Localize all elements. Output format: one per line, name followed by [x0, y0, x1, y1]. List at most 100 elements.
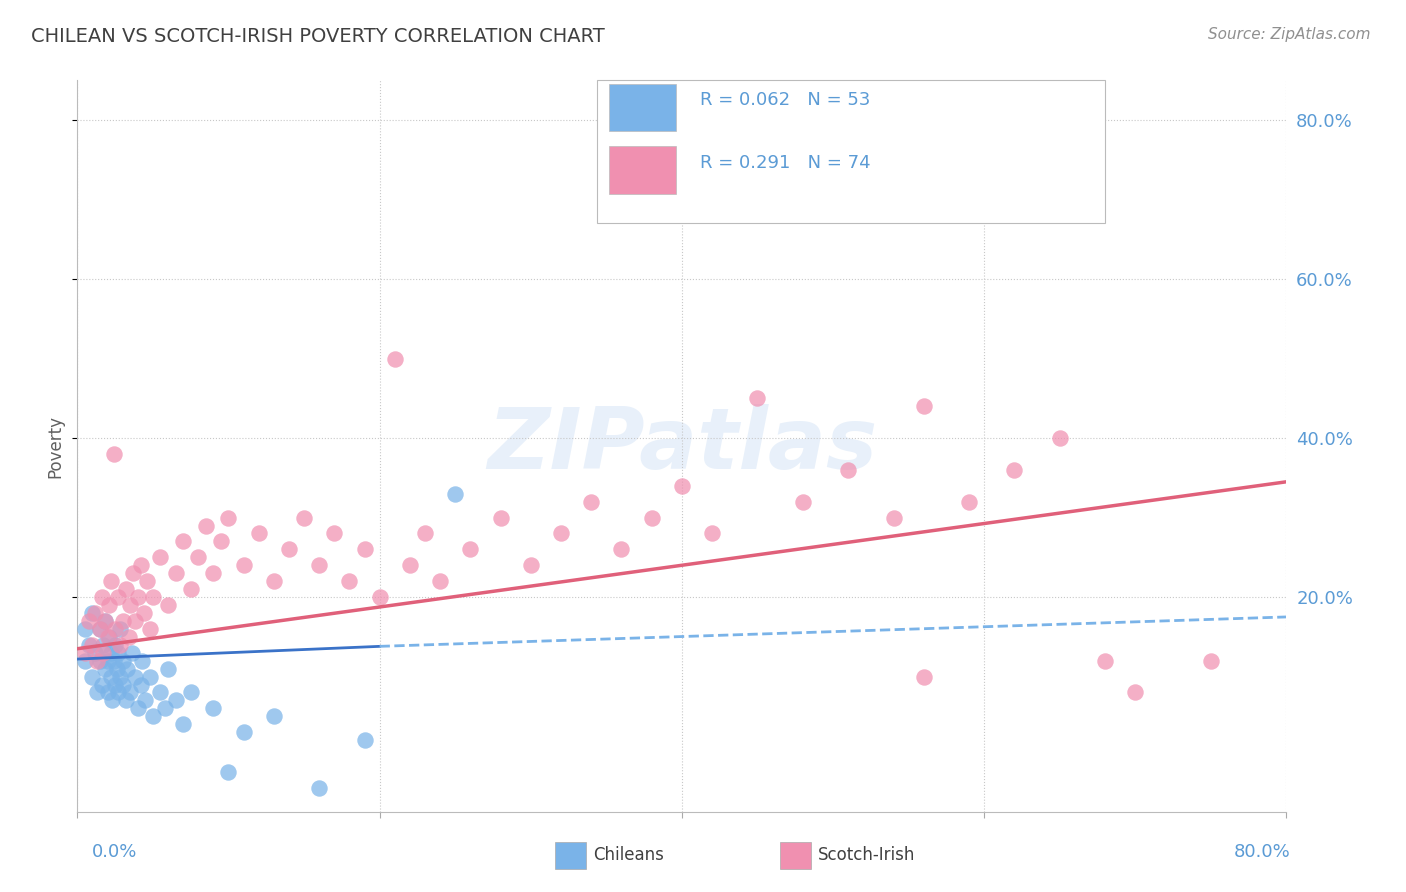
Text: 0.0%: 0.0% [91, 843, 136, 861]
Bar [609, 84, 676, 131]
FancyBboxPatch shape [598, 80, 1105, 223]
Point [82, 669, 104, 683]
Point [337, 574, 360, 589]
Point [323, 526, 346, 541]
Point [837, 463, 859, 477]
Point [172, 534, 194, 549]
Point [165, 566, 187, 581]
Point [93, 662, 115, 676]
Point [581, 494, 603, 508]
Point [98, 630, 121, 644]
Point [489, 510, 512, 524]
Point [139, 669, 162, 683]
Point [104, 622, 127, 636]
Point [100, 574, 122, 589]
Point [384, 351, 406, 366]
Point [111, 654, 134, 668]
Point [105, 662, 128, 676]
Point [172, 717, 194, 731]
Point [121, 646, 143, 660]
Point [157, 662, 180, 676]
Point [353, 542, 375, 557]
Point [458, 542, 481, 557]
Point [202, 701, 225, 715]
Point [82, 606, 104, 620]
Point [89, 654, 111, 668]
Point [209, 534, 232, 549]
Point [111, 614, 134, 628]
Point [883, 510, 905, 524]
Point [101, 693, 124, 707]
Text: Chileans: Chileans [593, 847, 664, 864]
Point [122, 566, 145, 581]
Point [108, 638, 131, 652]
Point [86, 654, 108, 668]
Point [247, 526, 270, 541]
Text: ZIPatlas: ZIPatlas [486, 404, 877, 488]
Point [129, 558, 152, 573]
Point [792, 494, 814, 508]
Point [127, 590, 149, 604]
Point [218, 764, 240, 779]
Point [73, 654, 96, 668]
Point [292, 510, 315, 524]
Point [120, 598, 142, 612]
Text: R = 0.291   N = 74: R = 0.291 N = 74 [700, 153, 870, 171]
Point [108, 622, 131, 636]
Point [114, 582, 136, 596]
Point [308, 780, 330, 795]
Point [115, 662, 138, 676]
Point [73, 646, 96, 660]
Point [79, 638, 101, 652]
Point [263, 709, 285, 723]
Point [107, 685, 129, 699]
Point [139, 622, 162, 636]
Point [86, 685, 108, 699]
Point [641, 510, 664, 524]
Point [149, 550, 172, 565]
Point [93, 614, 115, 628]
Point [89, 622, 111, 636]
Point [104, 638, 127, 652]
Point [120, 685, 142, 699]
Point [90, 677, 112, 691]
Point [90, 590, 112, 604]
Point [134, 693, 156, 707]
Point [702, 526, 724, 541]
Point [149, 685, 172, 699]
Y-axis label: Poverty: Poverty [46, 415, 65, 477]
Point [82, 638, 104, 652]
Point [73, 622, 96, 636]
Point [1004, 463, 1026, 477]
Text: 80.0%: 80.0% [1234, 843, 1291, 861]
Point [124, 669, 146, 683]
Point [124, 614, 146, 628]
Point [180, 685, 202, 699]
Point [912, 399, 935, 413]
Point [100, 646, 122, 660]
Text: Source: ZipAtlas.com: Source: ZipAtlas.com [1208, 27, 1371, 42]
Bar [609, 146, 676, 194]
Point [104, 677, 127, 691]
Point [103, 654, 125, 668]
Point [1199, 654, 1222, 668]
Point [98, 598, 121, 612]
Point [165, 693, 187, 707]
Text: Scotch-Irish: Scotch-Irish [818, 847, 915, 864]
Point [157, 598, 180, 612]
Point [520, 558, 543, 573]
Point [107, 646, 129, 660]
Point [368, 590, 391, 604]
Point [111, 677, 134, 691]
Point [957, 494, 980, 508]
Point [118, 630, 141, 644]
Point [131, 654, 153, 668]
Point [1049, 431, 1071, 445]
Point [108, 669, 131, 683]
Point [610, 542, 633, 557]
Point [399, 558, 422, 573]
Point [96, 630, 118, 644]
Point [308, 558, 330, 573]
Point [868, 201, 890, 215]
Point [671, 479, 693, 493]
